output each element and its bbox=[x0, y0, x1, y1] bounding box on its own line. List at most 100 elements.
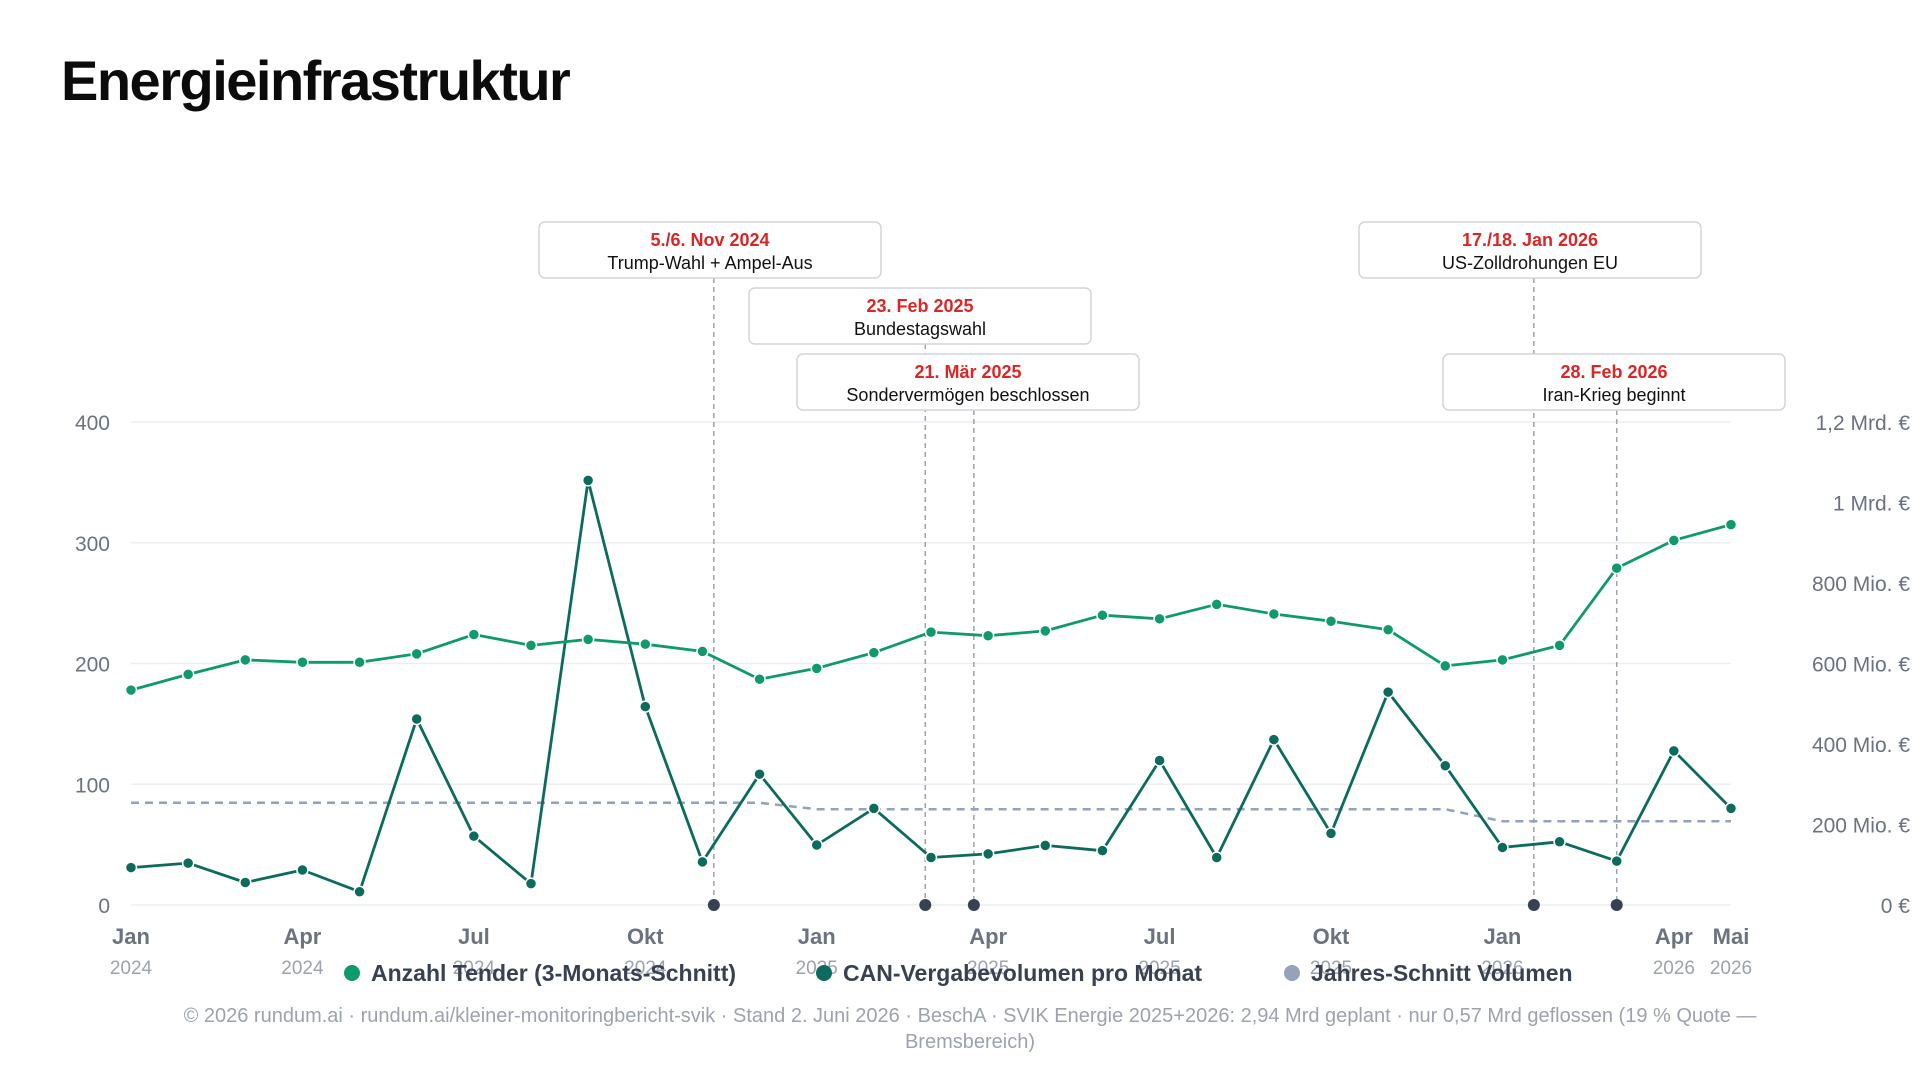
event-label: Trump-Wahl + Ampel-Aus bbox=[607, 253, 812, 273]
y-right-tick-label: 400 Mio. € bbox=[1812, 734, 1910, 757]
data-point-1 bbox=[239, 876, 252, 889]
data-point-1 bbox=[524, 877, 538, 890]
data-point-0 bbox=[1096, 608, 1109, 622]
data-point-0 bbox=[467, 628, 481, 641]
data-point-0 bbox=[1381, 623, 1395, 636]
data-point-1 bbox=[1496, 841, 1509, 854]
data-point-0 bbox=[1610, 561, 1623, 575]
data-point-1 bbox=[1553, 835, 1566, 849]
event-marker bbox=[707, 899, 720, 911]
y-right-tick-label: 1 Mrd. € bbox=[1833, 493, 1910, 516]
x-tick-year: 2024 bbox=[110, 958, 153, 979]
legend-swatch bbox=[816, 965, 832, 981]
event-date: 23. Feb 2025 bbox=[866, 296, 973, 316]
data-point-0 bbox=[524, 639, 538, 652]
data-point-1 bbox=[639, 700, 652, 713]
data-point-1 bbox=[296, 863, 309, 877]
event-marker bbox=[967, 899, 980, 911]
data-point-0 bbox=[124, 683, 138, 697]
data-point-1 bbox=[1210, 851, 1223, 864]
data-point-1 bbox=[1439, 759, 1452, 772]
data-point-1 bbox=[124, 861, 138, 874]
data-point-1 bbox=[810, 838, 823, 852]
x-tick-month: Okt bbox=[627, 924, 664, 949]
data-point-1 bbox=[410, 712, 423, 726]
data-point-1 bbox=[353, 885, 366, 898]
data-point-0 bbox=[1267, 607, 1281, 621]
legend-swatch bbox=[344, 965, 360, 981]
data-point-0 bbox=[981, 629, 995, 642]
data-point-0 bbox=[410, 647, 423, 661]
x-tick-month: Jul bbox=[458, 924, 490, 949]
footer-source: © 2026 rundum.ai · rundum.ai/kleiner-mon… bbox=[183, 1005, 1757, 1053]
data-point-1 bbox=[1153, 754, 1166, 767]
y-right-tick-label: 600 Mio. € bbox=[1812, 654, 1910, 677]
x-tick-year: 2025 bbox=[1310, 958, 1352, 979]
event-box bbox=[1442, 353, 1786, 411]
data-point-1 bbox=[1667, 744, 1681, 758]
data-point-0 bbox=[353, 656, 366, 669]
event-date: 17./18. Jan 2026 bbox=[1462, 230, 1598, 250]
data-point-1 bbox=[696, 855, 709, 869]
y-axis-right: 0 € 200 Mio. € 400 Mio. € 600 Mio. € 800 Mio… bbox=[1812, 412, 1910, 918]
data-point-0 bbox=[1724, 518, 1738, 531]
x-tick-month: Apr bbox=[1655, 924, 1693, 949]
event-date: 5./6. Nov 2024 bbox=[650, 230, 769, 250]
data-point-1 bbox=[1039, 839, 1052, 852]
x-tick-month: Apr bbox=[283, 924, 321, 949]
y-left-tick-label: 100 bbox=[75, 774, 110, 797]
data-point-1 bbox=[467, 829, 481, 843]
x-tick-month: Jan bbox=[798, 924, 836, 949]
data-point-0 bbox=[753, 672, 766, 686]
page-title: Energieinfrastruktur bbox=[61, 49, 571, 112]
data-point-0 bbox=[1324, 614, 1338, 628]
event-box bbox=[796, 353, 1140, 411]
x-tick-year: 2026 bbox=[1653, 958, 1695, 979]
event-date: 28. Feb 2026 bbox=[1560, 362, 1667, 382]
x-tick-year: 2025 bbox=[1138, 958, 1180, 979]
event-annotations: 5./6. Nov 2024 Trump-Wahl + Ampel-Aus 23. … bbox=[538, 221, 1786, 411]
legend-label: Anzahl Tender (3-Monats-Schnitt) bbox=[371, 960, 736, 986]
series-line-2 bbox=[131, 801, 1731, 823]
series-line-0 bbox=[130, 523, 1732, 692]
data-point-1 bbox=[1610, 854, 1623, 868]
data-point-1 bbox=[867, 802, 881, 815]
event-label: Iran-Krieg beginnt bbox=[1542, 385, 1685, 405]
data-point-0 bbox=[296, 656, 309, 669]
y-right-tick-label: 800 Mio. € bbox=[1812, 573, 1910, 596]
x-tick-month: Mai bbox=[1713, 924, 1750, 949]
event-box bbox=[1358, 221, 1702, 279]
event-label: Bundestagswahl bbox=[854, 319, 986, 339]
event-date: 21. Mär 2025 bbox=[914, 362, 1021, 382]
data-point-0 bbox=[810, 662, 823, 675]
y-right-tick-label: 200 Mio. € bbox=[1812, 815, 1910, 838]
y-left-tick-label: 300 bbox=[75, 533, 110, 556]
data-point-0 bbox=[239, 653, 252, 667]
legend-label: CAN-Vergabevolumen pro Monat bbox=[843, 960, 1202, 986]
data-point-0 bbox=[924, 625, 938, 639]
data-point-1 bbox=[924, 851, 938, 864]
y-left-tick-label: 400 bbox=[75, 412, 110, 435]
data-point-0 bbox=[581, 633, 595, 646]
event-box bbox=[748, 287, 1092, 345]
x-tick-month: Jan bbox=[1483, 924, 1521, 949]
event-marker bbox=[919, 899, 932, 911]
event-label: US-Zolldrohungen EU bbox=[1442, 253, 1618, 273]
legend-swatch bbox=[1284, 965, 1300, 981]
legend: Anzahl Tender (3-Monats-Schnitt) CAN-Verg… bbox=[344, 960, 1573, 986]
x-tick-month: Jan bbox=[112, 924, 150, 949]
data-point-0 bbox=[696, 645, 709, 658]
data-point-0 bbox=[1210, 598, 1223, 611]
data-point-0 bbox=[181, 668, 195, 681]
data-point-1 bbox=[1267, 733, 1281, 746]
y-left-tick-label: 0 bbox=[98, 895, 110, 918]
legend-label: Jahres-Schnitt Volumen bbox=[1311, 960, 1573, 986]
data-point-1 bbox=[981, 847, 995, 861]
data-point-0 bbox=[639, 637, 652, 651]
data-point-0 bbox=[867, 646, 881, 659]
y-right-tick-label: 1,2 Mrd. € bbox=[1815, 412, 1910, 435]
x-tick-month: Okt bbox=[1313, 924, 1350, 949]
data-point-1 bbox=[753, 767, 766, 781]
data-point-0 bbox=[1667, 534, 1681, 547]
